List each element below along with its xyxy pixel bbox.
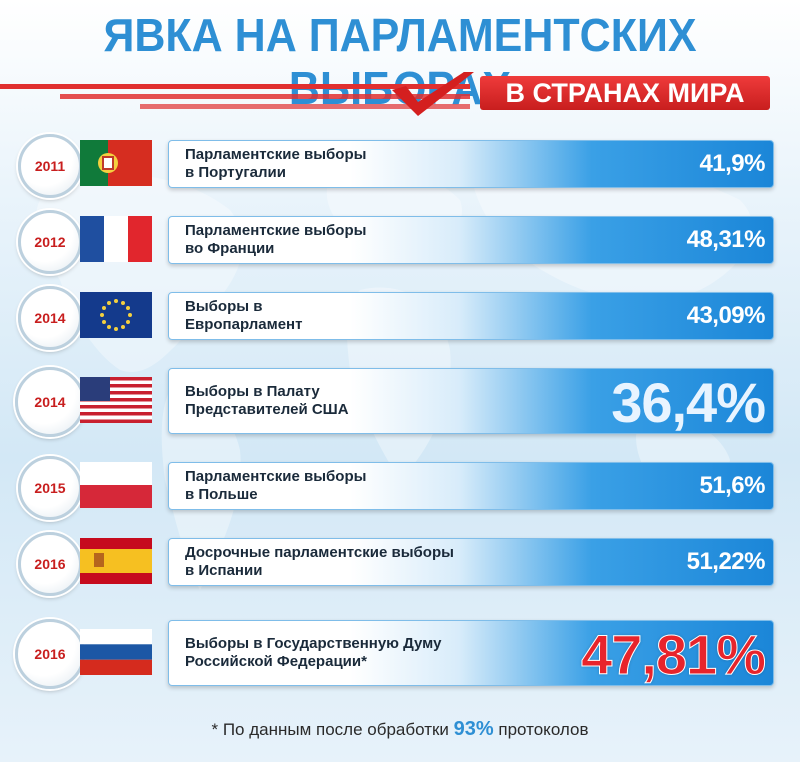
election-label: Выборы в Палату Представителей США <box>185 383 515 419</box>
election-label-line1: Выборы в Государственную Думу <box>185 635 442 652</box>
year-badge: 2014 <box>18 286 82 350</box>
election-label-line1: Парламентские выборы <box>185 146 367 163</box>
election-label: Выборы в Европарламент <box>185 298 515 334</box>
result-card: Досрочные парламентские выборы в Испании… <box>168 538 774 586</box>
result-card: Парламентские выборы в Польше 51,6% <box>168 462 774 510</box>
subtitle: В СТРАНАХ МИРА <box>480 76 770 110</box>
turnout-value: 43,09% <box>686 302 766 329</box>
turnout-value: 36,4% <box>611 371 766 434</box>
election-label-line1: Парламентские выборы <box>185 468 367 485</box>
election-label-line1: Выборы в Палату <box>185 383 320 400</box>
decorative-stripes <box>0 84 470 109</box>
year-badge: 2016 <box>15 619 85 689</box>
election-label: Выборы в Государственную Думу Российской… <box>185 635 515 671</box>
france-flag-icon <box>80 216 152 262</box>
eu-flag-icon <box>80 292 152 338</box>
subtitle-banner: В СТРАНАХ МИРА <box>0 68 800 118</box>
year-badge: 2016 <box>18 532 82 596</box>
year-badge: 2012 <box>18 210 82 274</box>
election-label-line1: Выборы в <box>185 298 263 315</box>
election-label-line2: во Франции <box>185 240 275 257</box>
election-label-line2: Представителей США <box>185 401 349 418</box>
result-card: Парламентские выборы в Португалии 41,9% <box>168 140 774 188</box>
election-label: Парламентские выборы во Франции <box>185 222 515 258</box>
footnote: * По данным после обработки 93% протокол… <box>0 718 800 741</box>
russia-flag-icon <box>80 629 152 675</box>
election-label-line2: Российской Федерации* <box>185 653 367 670</box>
election-label-line1: Досрочные парламентские выборы <box>185 544 454 561</box>
checkmark-icon <box>392 72 474 116</box>
election-label-line2: Европарламент <box>185 316 303 333</box>
election-label-line2: в Испании <box>185 562 263 579</box>
result-card: Выборы в Европарламент 43,09% <box>168 292 774 340</box>
turnout-value: 41,9% <box>699 150 765 177</box>
year-badge: 2015 <box>18 456 82 520</box>
turnout-value: 51,22% <box>686 548 766 575</box>
election-label: Парламентские выборы в Португалии <box>185 146 515 182</box>
election-label: Парламентские выборы в Польше <box>185 468 515 504</box>
result-card: Парламентские выборы во Франции 48,31% <box>168 216 774 264</box>
election-label-line2: в Польше <box>185 486 258 503</box>
year-badge: 2014 <box>15 367 85 437</box>
footnote-prefix: * По данным после обработки <box>211 720 454 739</box>
usa-flag-icon <box>80 377 152 423</box>
footnote-number: 93% <box>453 718 494 740</box>
election-label-line1: Парламентские выборы <box>185 222 367 239</box>
year-badge: 2011 <box>18 134 82 198</box>
result-card: Выборы в Государственную Думу Российской… <box>168 620 774 687</box>
spain-flag-icon <box>80 538 152 584</box>
portugal-flag-icon <box>80 140 152 186</box>
turnout-value: 48,31% <box>686 226 766 253</box>
turnout-value: 51,6% <box>699 472 765 499</box>
turnout-value: 47,81% <box>581 623 767 687</box>
poland-flag-icon <box>80 462 152 508</box>
election-label-line2: в Португалии <box>185 164 286 181</box>
footnote-suffix: протоколов <box>493 720 589 739</box>
election-label: Досрочные парламентские выборы в Испании <box>185 544 515 580</box>
result-card: Выборы в Палату Представителей США 36,4% <box>168 368 774 434</box>
